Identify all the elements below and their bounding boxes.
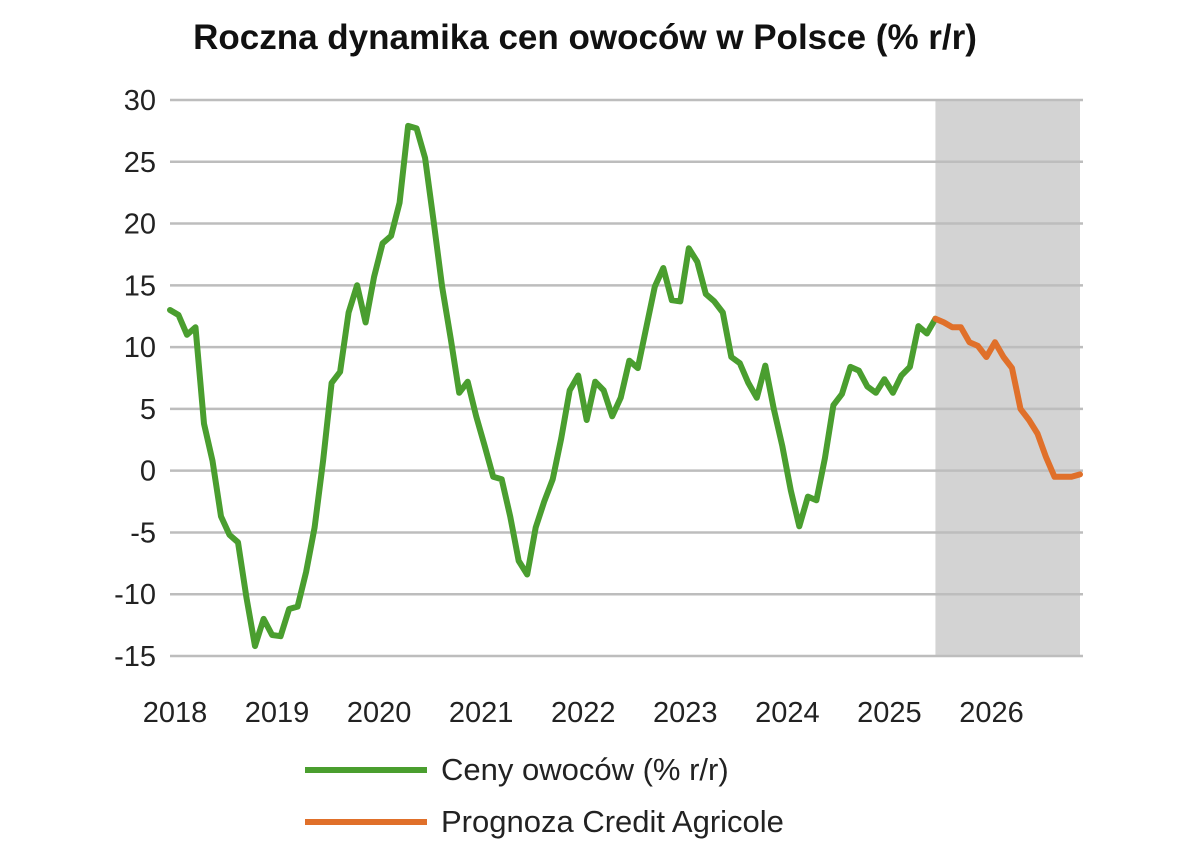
chart-title: Roczna dynamika cen owoców w Polsce (% r… [193, 18, 977, 57]
x-tick-label: 2024 [755, 697, 820, 729]
series-line-forecast [932, 315, 1083, 480]
x-tick-label: 2020 [347, 697, 412, 729]
legend-item-actual: Ceny owoców (% r/r) [305, 750, 729, 790]
legend-swatch-green [305, 767, 427, 773]
legend-item-forecast: Prognoza Credit Agricole [305, 802, 784, 842]
y-tick-label: 5 [140, 394, 156, 426]
y-tick-label: 15 [124, 270, 156, 302]
series-line-actual [167, 122, 939, 650]
y-tick-label: -5 [130, 517, 156, 549]
y-tick-label: -10 [114, 579, 156, 611]
y-tick-label: 25 [124, 147, 156, 179]
x-tick-label: 2019 [245, 697, 310, 729]
legend-label: Ceny owoców (% r/r) [441, 752, 729, 787]
x-tick-label: 2023 [653, 697, 718, 729]
legend-swatch-orange [305, 819, 427, 825]
x-tick-label: 2021 [449, 697, 514, 729]
legend-label: Prognoza Credit Agricole [441, 804, 784, 839]
x-tick-label: 2025 [857, 697, 922, 729]
x-tick-label: 2018 [143, 697, 208, 729]
y-tick-label: -15 [114, 641, 156, 673]
y-tick-label: 20 [124, 209, 156, 241]
y-tick-label: 30 [124, 85, 156, 117]
y-tick-label: 0 [140, 456, 156, 488]
x-tick-label: 2022 [551, 697, 616, 729]
forecast-shaded-region [935, 100, 1080, 656]
x-tick-label: 2026 [959, 697, 1024, 729]
y-tick-label: 10 [124, 332, 156, 364]
